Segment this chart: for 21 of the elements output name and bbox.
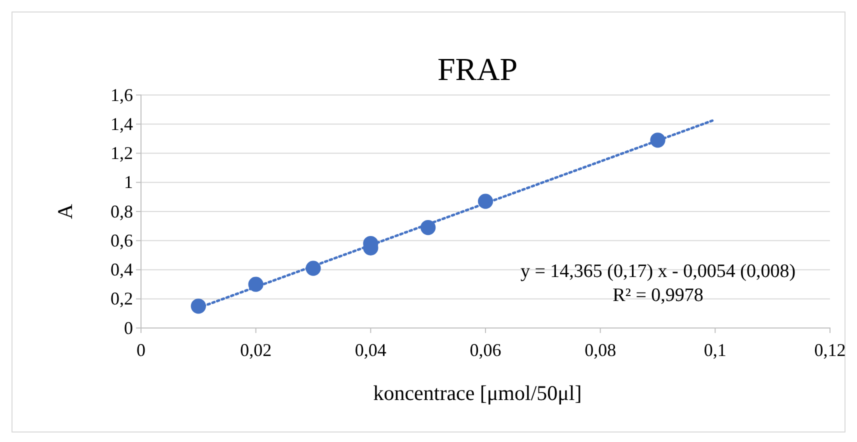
y-tick-label: 1,4 [110, 114, 133, 134]
y-axis-title: A [53, 203, 77, 220]
x-tick-label: 0,02 [240, 340, 272, 360]
y-tick-label: 1,6 [110, 84, 133, 105]
y-tick-label: 0,4 [110, 260, 133, 280]
x-tick-label: 0,06 [470, 340, 502, 360]
y-tick-label: 0,6 [110, 230, 133, 250]
x-tick-label: 0,1 [704, 340, 726, 360]
y-tick-label: 0,8 [110, 201, 133, 222]
annotation: y = 14,365 (0,17) x - 0,0054 (0,008) [520, 261, 796, 282]
y-tick-label: 0 [124, 318, 133, 338]
y-tick-label: 1 [124, 172, 133, 192]
y-tick-label: 0,2 [110, 288, 133, 309]
x-tick-label: 0,12 [814, 340, 846, 360]
x-tick-label: 0,04 [354, 340, 386, 360]
x-axis-title: koncentrace [μmol/50μl] [373, 381, 582, 405]
x-tick-label: 0 [136, 340, 146, 360]
annotation: R² = 0,9978 [612, 285, 704, 306]
x-tick-label: 0,08 [584, 340, 616, 360]
chart-title: FRAP [437, 51, 518, 87]
y-tick-label: 1,2 [110, 143, 133, 164]
